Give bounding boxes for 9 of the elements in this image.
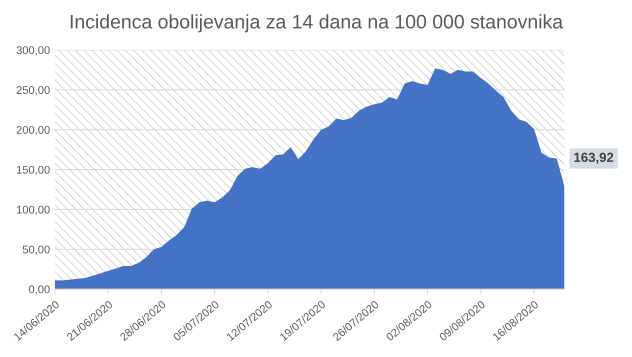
y-tick-label: 50,00 [22, 246, 50, 255]
y-tick-label: 150,00 [16, 166, 50, 176]
y-tick-label: 250,00 [16, 86, 50, 96]
y-tick-label: 0,00 [28, 285, 50, 295]
y-tick-label: 300,00 [16, 46, 50, 56]
data-label: 163,92 [574, 152, 614, 164]
y-tick-label: 100,00 [16, 206, 50, 215]
chart-title: Incidenca obolijevanja za 14 dana na 100 000 stanovnika [70, 14, 564, 32]
y-tick-label: 200,00 [16, 126, 50, 136]
